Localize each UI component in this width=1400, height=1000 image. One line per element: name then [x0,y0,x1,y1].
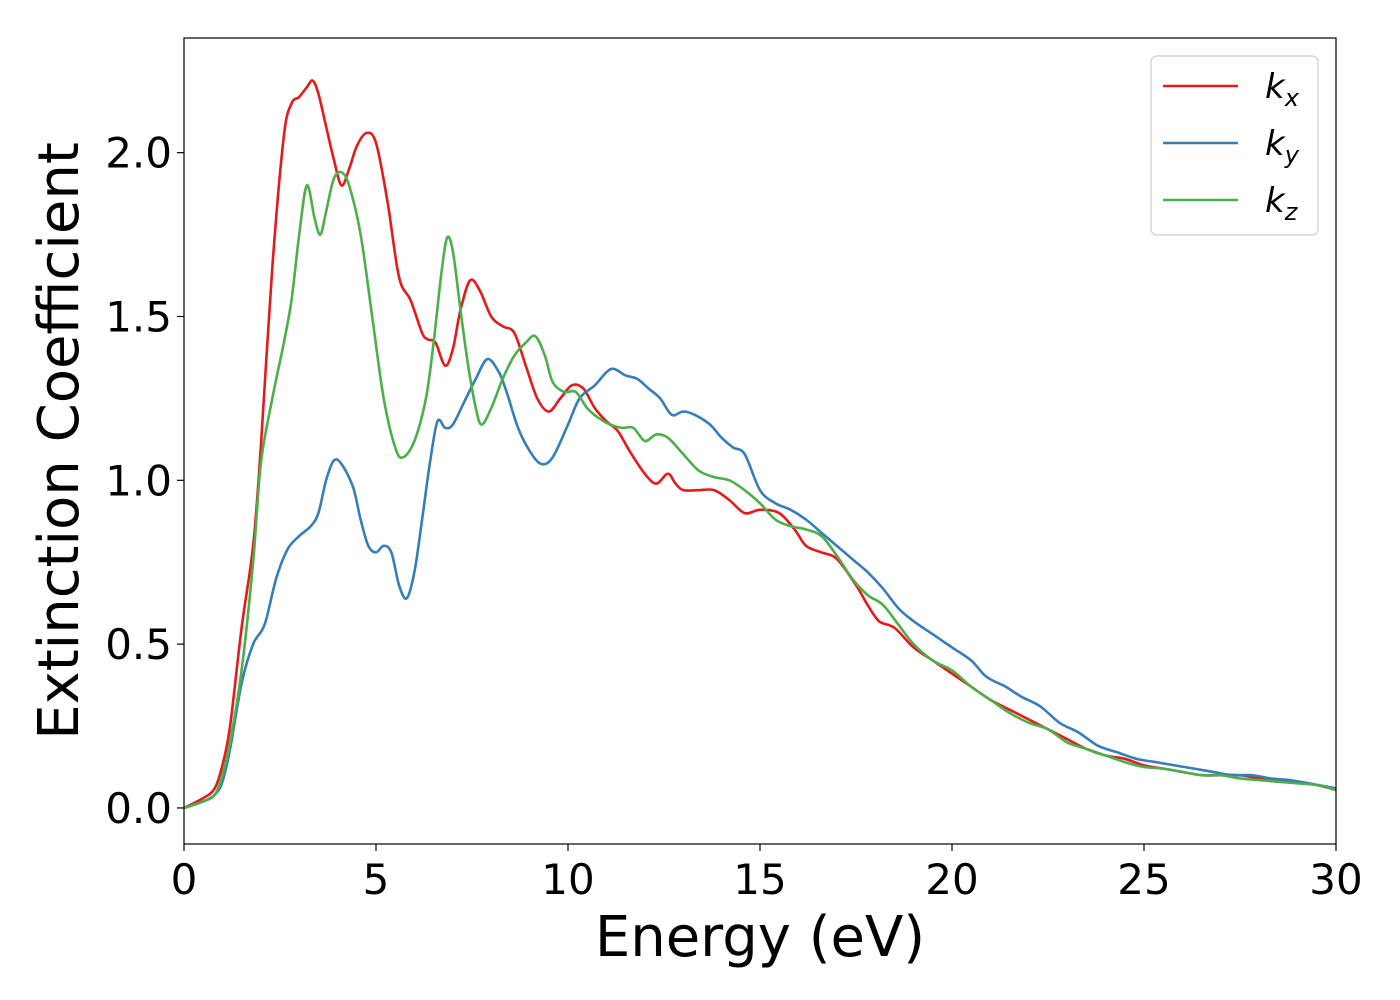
y-tick-label: 2.0 [105,129,172,178]
legend-label-y: ky [1265,124,1300,169]
series-line-z [184,170,1336,810]
legend-subscript: y [1284,141,1300,169]
series-line-y [184,357,1336,810]
x-tick-label: 30 [1309,855,1362,904]
legend-subscript: z [1284,198,1299,226]
y-axis-label: Extinction Coefficient [27,142,92,740]
x-tick-label: 0 [171,855,198,904]
x-tick-label: 25 [1117,855,1170,904]
x-axis-ticks: 0 5 10 15 20 25 30 [171,844,1363,904]
legend-subscript: x [1284,84,1300,112]
x-tick-label: 20 [925,855,978,904]
y-tick-label: 0.5 [105,620,172,669]
y-axis-ticks: 0.0 0.5 1.0 1.5 2.0 [105,129,184,833]
series-layer [184,79,1336,810]
legend-label-x: kx [1265,67,1300,112]
y-tick-label: 1.5 [105,292,172,341]
legend-box [1150,55,1319,236]
x-tick-label: 5 [363,855,390,904]
x-axis-label: Energy (eV) [595,905,925,970]
x-tick-label: 10 [541,855,594,904]
y-tick-label: 1.0 [105,456,172,505]
y-tick-label: 0.0 [105,784,172,833]
x-tick-label: 15 [733,855,786,904]
